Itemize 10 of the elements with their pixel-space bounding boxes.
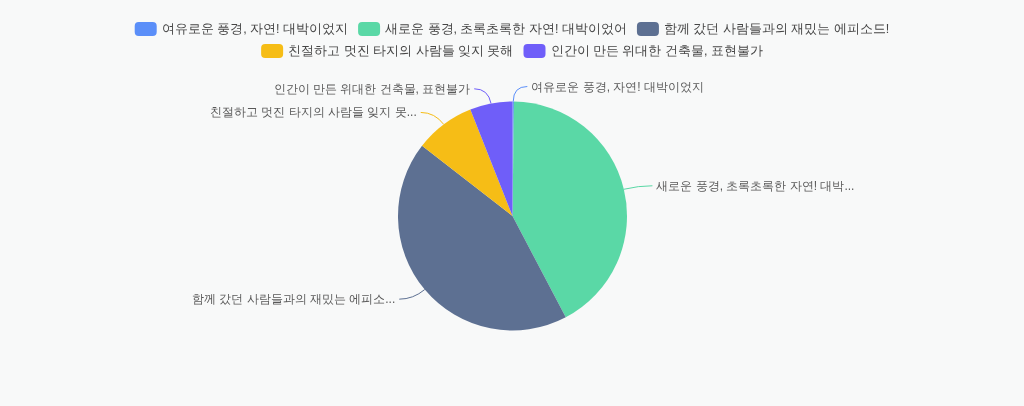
legend-label: 새로운 풍경, 초록초록한 자연! 대박이었어 [385,22,627,36]
data-label: 인간이 만든 위대한 건축물, 표현불가 [273,81,471,96]
data-label: 함께 갔던 사람들과의 재밌는 에피소... [191,292,396,307]
data-label: 친절하고 멋진 타지의 사람들 잊지 못... [210,105,417,120]
legend-label: 여유로운 풍경, 자연! 대박이었지 [161,22,349,36]
data-label: 여유로운 풍경, 자연! 대박이었지 [531,79,704,94]
legend-label: 인간이 만든 위대한 건축물, 표현불가 [550,44,763,58]
data-label: 새로운 풍경, 초록초록한 자연! 대박... [656,178,855,193]
legend-label: 함께 갔던 사람들과의 재밌는 에피소드! [663,22,890,36]
legend-label: 친절하고 멋진 타지의 사람들 잊지 못해 [288,44,514,58]
